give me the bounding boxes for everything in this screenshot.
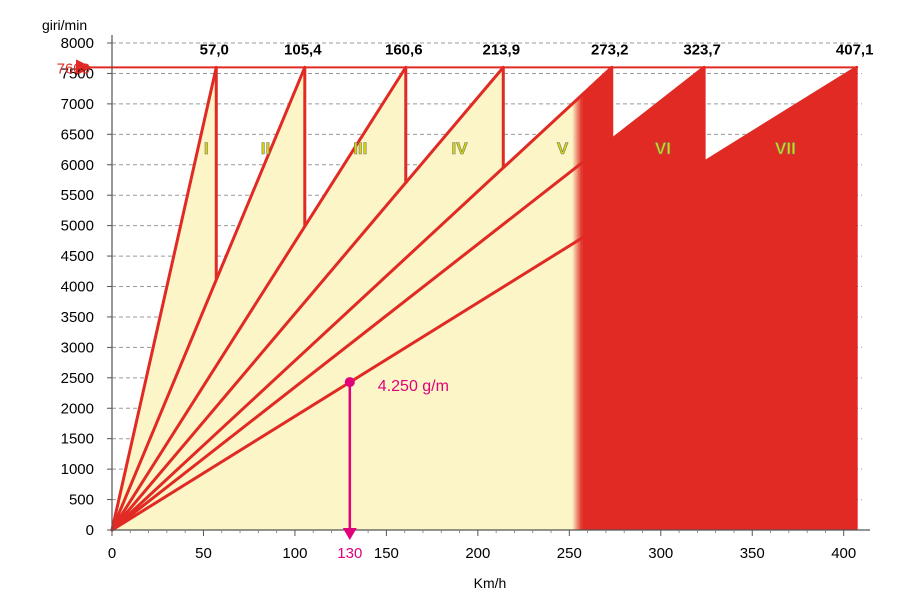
x-tick-label: 250 <box>557 545 582 562</box>
gear-label-III: III <box>353 139 367 158</box>
max-speed-label-VII: 407,1 <box>836 41 874 58</box>
gear-line-I <box>110 65 218 532</box>
axes <box>107 35 870 536</box>
x-tick-label: 200 <box>465 545 490 562</box>
x-tick-label: 0 <box>108 545 116 562</box>
y-tick-label: 4000 <box>61 279 94 296</box>
x-tick-label: 350 <box>740 545 765 562</box>
y-tick-label: 5000 <box>61 218 94 235</box>
gear-line-VII <box>110 65 859 532</box>
x-tick-label: 300 <box>648 545 673 562</box>
speed-annotation: 4.250 g/m 130 <box>337 377 449 562</box>
y-tick-label: 3500 <box>61 309 94 326</box>
max-speed-label-VI: 323,7 <box>683 41 721 58</box>
x-tick-label: 100 <box>282 545 307 562</box>
x-tick-label: 400 <box>831 545 856 562</box>
y-tick-label: 7000 <box>61 96 94 113</box>
gear-label-IV: IV <box>451 139 468 158</box>
annotation-arrow <box>342 528 357 540</box>
y-axis-title: giri/min <box>42 17 87 33</box>
x-tick-label: 150 <box>374 545 399 562</box>
max-speed-label-III: 160,6 <box>385 41 423 58</box>
max-speed-label-II: 105,4 <box>284 41 322 58</box>
y-tick-label: 1000 <box>61 461 94 478</box>
y-tick-label: 6500 <box>61 126 94 143</box>
gear-line-II <box>110 65 307 532</box>
y-tick-label: 6000 <box>61 157 94 174</box>
y-tick-label: 2500 <box>61 370 94 387</box>
max-speed-label-V: 273,2 <box>591 41 629 58</box>
y-tick-label: 8000 <box>61 35 94 52</box>
x-axis-title: Km/h <box>474 575 507 591</box>
red-zone-fade <box>572 67 583 530</box>
y-tick-label: 2000 <box>61 400 94 417</box>
gear-line-VI <box>110 65 706 532</box>
gear-label-V: V <box>557 139 569 158</box>
red-zone <box>572 67 857 530</box>
annotation-speed-label: 130 <box>337 545 362 562</box>
max-speed-label-I: 57,0 <box>200 41 229 58</box>
gear-lines <box>76 59 859 532</box>
gear-line-III <box>110 65 408 532</box>
y-tick-label: 1500 <box>61 431 94 448</box>
y-tick-label: 7500 <box>61 65 94 82</box>
gear-line-IV <box>110 65 505 532</box>
gear-label-VI: VI <box>655 139 671 158</box>
gear-line-V <box>110 65 614 532</box>
y-tick-label: 5500 <box>61 187 94 204</box>
gear-label-I: I <box>204 139 209 158</box>
x-tick-label: 50 <box>195 545 212 562</box>
max-speed-label-IV: 213,9 <box>483 41 521 58</box>
gear-label-VII: VII <box>775 139 796 158</box>
y-tick-label: 500 <box>69 492 94 509</box>
y-tick-label: 4500 <box>61 248 94 265</box>
labels: 0500100015002000250030003500400045005000… <box>42 17 873 591</box>
gear-label-II: II <box>261 139 270 158</box>
y-tick-label: 0 <box>86 522 94 539</box>
rpm-limit-label: 7600 <box>57 60 90 77</box>
y-tick-label: 3000 <box>61 339 94 356</box>
annotation-text: 4.250 g/m <box>378 378 449 395</box>
red-zone-fill <box>582 67 857 530</box>
annotation-point <box>344 377 355 388</box>
